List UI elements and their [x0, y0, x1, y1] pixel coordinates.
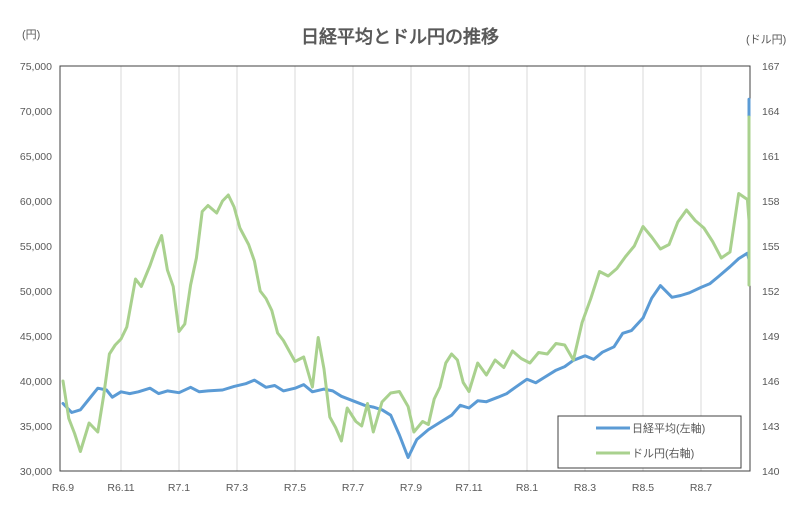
grid-lines	[120, 66, 702, 471]
plot-area	[59, 65, 751, 472]
right-y-tick-label: 167	[762, 61, 780, 73]
x-tick-label: R8.5	[632, 482, 654, 494]
x-tick-label: R8.7	[690, 482, 712, 494]
legend-label-nikkei: 日経平均(左軸)	[632, 421, 705, 435]
x-tick-label: R6.9	[52, 482, 74, 494]
right-y-tick-label: 164	[762, 106, 780, 118]
x-tick-label: R7.11	[455, 482, 482, 494]
right-axis-ticks: 140 143 146 149 152 155 158 161 164 167	[762, 61, 780, 478]
left-y-tick-label: 60,000	[20, 196, 52, 208]
left-y-tick-label: 70,000	[20, 106, 52, 118]
right-y-tick-label: 161	[762, 151, 780, 163]
x-tick-label: R6.11	[107, 482, 134, 494]
x-tick-label: R7.1	[168, 482, 190, 494]
series-lines	[61, 97, 751, 459]
x-tick-label: R7.3	[226, 482, 248, 494]
x-tick-label: R7.9	[400, 482, 422, 494]
right-y-tick-label: 146	[762, 376, 780, 388]
right-y-tick-label: 149	[762, 331, 780, 343]
right-y-tick-label: 143	[762, 421, 780, 433]
left-axis-unit: (円)	[22, 29, 40, 41]
right-axis-unit: (ドル円)	[746, 34, 786, 46]
left-y-tick-label: 50,000	[20, 286, 52, 298]
x-tick-label: R7.7	[342, 482, 364, 494]
left-y-tick-label: 40,000	[20, 376, 52, 388]
x-tick-label: R7.5	[284, 482, 306, 494]
left-y-tick-label: 65,000	[20, 151, 52, 163]
right-y-tick-label: 155	[762, 241, 780, 253]
x-axis-ticks: R6.9 R6.11 R7.1 R7.3 R7.5 R7.7 R7.9 R7.11 R8.1 R8…	[52, 482, 712, 494]
legend-box	[557, 415, 742, 469]
left-y-tick-label: 75,000	[20, 61, 52, 73]
right-y-tick-label: 140	[762, 466, 780, 478]
right-y-tick-label: 152	[762, 286, 780, 298]
left-y-tick-label: 35,000	[20, 421, 52, 433]
left-y-tick-label: 45,000	[20, 331, 52, 343]
legend-label-usdjpy: ドル円(右軸)	[632, 446, 694, 460]
series-line-usdjpy	[61, 115, 751, 453]
x-tick-label: R8.3	[574, 482, 596, 494]
legend: 日経平均(左軸) ドル円(右軸)	[557, 415, 742, 469]
left-y-tick-label: 55,000	[20, 241, 52, 253]
left-axis-ticks: 30,000 35,000 40,000 45,000 50,000 55,000 60,0…	[20, 61, 52, 478]
right-y-tick-label: 158	[762, 196, 780, 208]
chart-title: 日経平均とドル円の推移	[301, 26, 499, 47]
x-tick-label: R8.1	[516, 482, 538, 494]
left-y-tick-label: 30,000	[20, 466, 52, 478]
